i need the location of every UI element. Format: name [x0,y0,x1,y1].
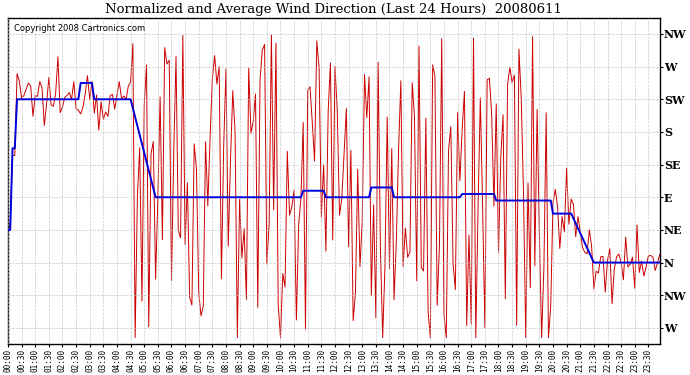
Text: Copyright 2008 Cartronics.com: Copyright 2008 Cartronics.com [14,24,146,33]
Title: Normalized and Average Wind Direction (Last 24 Hours)  20080611: Normalized and Average Wind Direction (L… [106,3,562,16]
